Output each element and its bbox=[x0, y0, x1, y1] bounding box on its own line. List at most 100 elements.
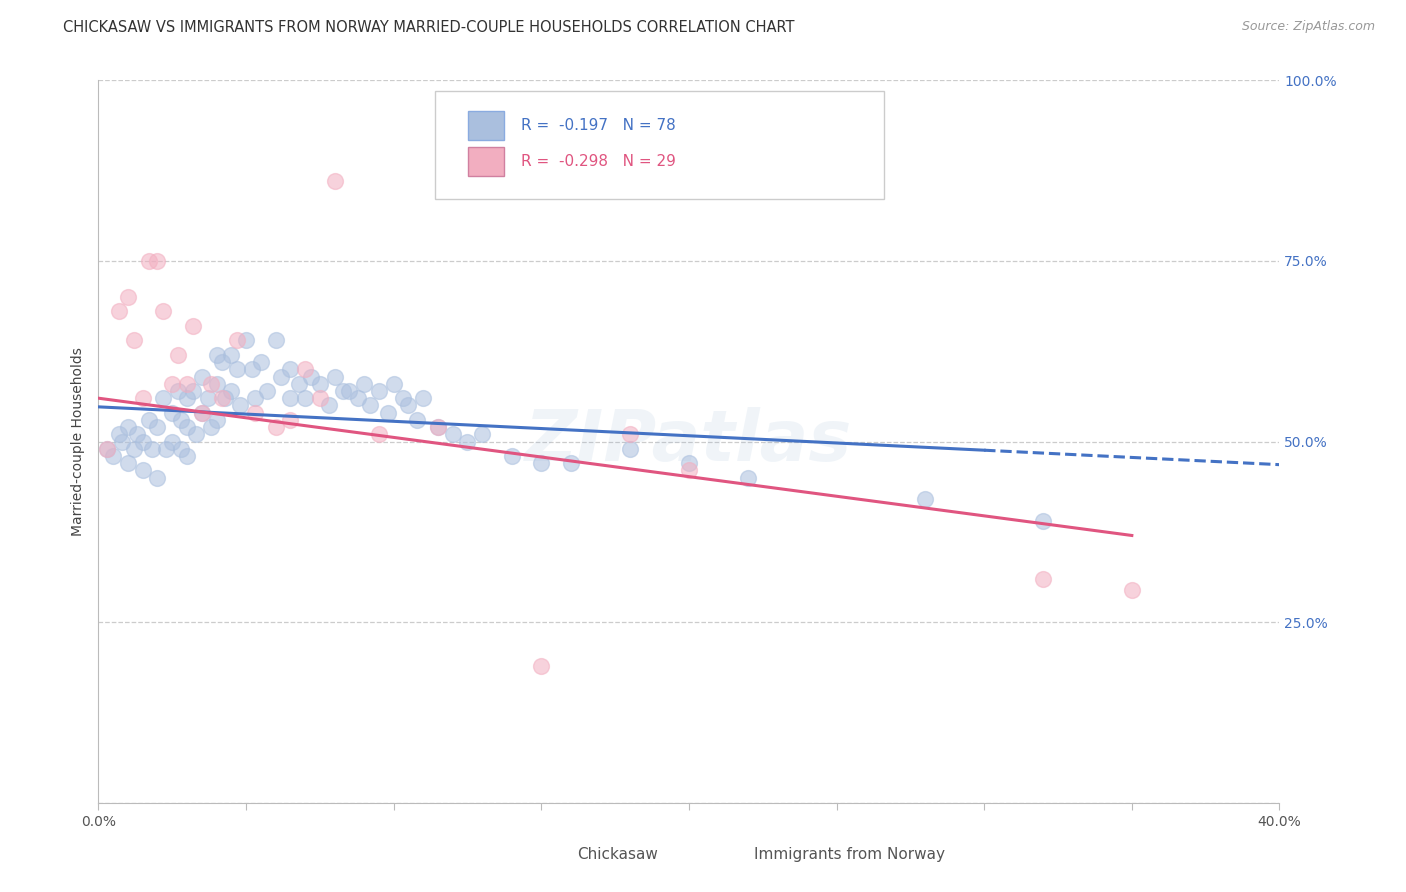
Point bbox=[146, 470, 169, 484]
Y-axis label: Married-couple Households: Married-couple Households bbox=[72, 347, 86, 536]
Point bbox=[309, 391, 332, 405]
Point bbox=[138, 413, 160, 427]
Point bbox=[737, 470, 759, 484]
Point bbox=[280, 391, 302, 405]
Point bbox=[191, 369, 214, 384]
Point bbox=[152, 391, 174, 405]
Point bbox=[501, 449, 523, 463]
Point bbox=[103, 449, 125, 463]
Point bbox=[243, 391, 266, 405]
Point bbox=[377, 406, 399, 420]
Point bbox=[240, 362, 263, 376]
Point bbox=[288, 376, 311, 391]
Point bbox=[678, 456, 700, 470]
Point bbox=[530, 456, 553, 470]
Point bbox=[170, 442, 193, 456]
Point bbox=[264, 334, 287, 348]
Text: CHICKASAW VS IMMIGRANTS FROM NORWAY MARRIED-COUPLE HOUSEHOLDS CORRELATION CHART: CHICKASAW VS IMMIGRANTS FROM NORWAY MARR… bbox=[63, 20, 794, 35]
Point bbox=[359, 398, 381, 412]
Text: ZIPatlas: ZIPatlas bbox=[526, 407, 852, 476]
Point bbox=[309, 376, 332, 391]
Point bbox=[1032, 514, 1054, 528]
Point bbox=[914, 492, 936, 507]
Point bbox=[141, 442, 163, 456]
Point bbox=[1032, 572, 1054, 586]
Point bbox=[560, 456, 582, 470]
Point bbox=[243, 406, 266, 420]
Point bbox=[167, 348, 190, 362]
Point bbox=[382, 376, 405, 391]
Point bbox=[353, 376, 375, 391]
Point bbox=[323, 174, 346, 188]
Point bbox=[441, 427, 464, 442]
Point bbox=[176, 376, 198, 391]
Point bbox=[678, 463, 700, 477]
Point bbox=[221, 384, 243, 398]
Point bbox=[117, 290, 139, 304]
Point bbox=[132, 463, 155, 477]
Point bbox=[122, 442, 145, 456]
Point bbox=[211, 391, 233, 405]
Point bbox=[197, 391, 219, 405]
Point bbox=[323, 369, 346, 384]
Point bbox=[214, 391, 236, 405]
Point bbox=[427, 420, 450, 434]
Point bbox=[200, 420, 222, 434]
FancyBboxPatch shape bbox=[718, 842, 744, 867]
Point bbox=[162, 376, 183, 391]
Text: R =  -0.298   N = 29: R = -0.298 N = 29 bbox=[522, 154, 676, 169]
Point bbox=[167, 384, 190, 398]
Point bbox=[619, 427, 641, 442]
Point bbox=[427, 420, 450, 434]
Point bbox=[117, 456, 139, 470]
Point bbox=[176, 391, 198, 405]
Point bbox=[146, 253, 169, 268]
Point bbox=[191, 406, 214, 420]
Point bbox=[347, 391, 370, 405]
Point bbox=[108, 304, 131, 318]
Point bbox=[368, 384, 391, 398]
Text: Chickasaw: Chickasaw bbox=[576, 847, 658, 863]
Point bbox=[398, 398, 420, 412]
Point bbox=[229, 398, 252, 412]
Point bbox=[406, 413, 429, 427]
Point bbox=[294, 391, 316, 405]
Point bbox=[117, 420, 139, 434]
Text: Immigrants from Norway: Immigrants from Norway bbox=[754, 847, 945, 863]
Point bbox=[132, 391, 155, 405]
Point bbox=[125, 427, 148, 442]
Point bbox=[162, 406, 183, 420]
Point bbox=[205, 413, 228, 427]
Point bbox=[270, 369, 292, 384]
Point bbox=[111, 434, 134, 449]
Point bbox=[181, 318, 204, 333]
Point bbox=[368, 427, 391, 442]
Point bbox=[96, 442, 118, 456]
Point bbox=[170, 413, 193, 427]
Point bbox=[138, 253, 160, 268]
Text: R =  -0.197   N = 78: R = -0.197 N = 78 bbox=[522, 119, 676, 133]
FancyBboxPatch shape bbox=[434, 91, 884, 200]
Point bbox=[184, 427, 207, 442]
Point bbox=[530, 658, 553, 673]
Point bbox=[108, 427, 131, 442]
FancyBboxPatch shape bbox=[541, 842, 567, 867]
Point bbox=[205, 376, 228, 391]
Point bbox=[619, 442, 641, 456]
Point bbox=[391, 391, 413, 405]
Point bbox=[96, 442, 118, 456]
Point bbox=[299, 369, 322, 384]
Point bbox=[457, 434, 479, 449]
Point bbox=[412, 391, 434, 405]
Point bbox=[155, 442, 177, 456]
Point bbox=[152, 304, 174, 318]
Point bbox=[146, 420, 169, 434]
Point bbox=[280, 413, 302, 427]
Point bbox=[280, 362, 302, 376]
Point bbox=[176, 420, 198, 434]
Point bbox=[200, 376, 222, 391]
Point bbox=[1121, 582, 1143, 597]
Point bbox=[294, 362, 316, 376]
Point bbox=[318, 398, 340, 412]
Point bbox=[256, 384, 278, 398]
